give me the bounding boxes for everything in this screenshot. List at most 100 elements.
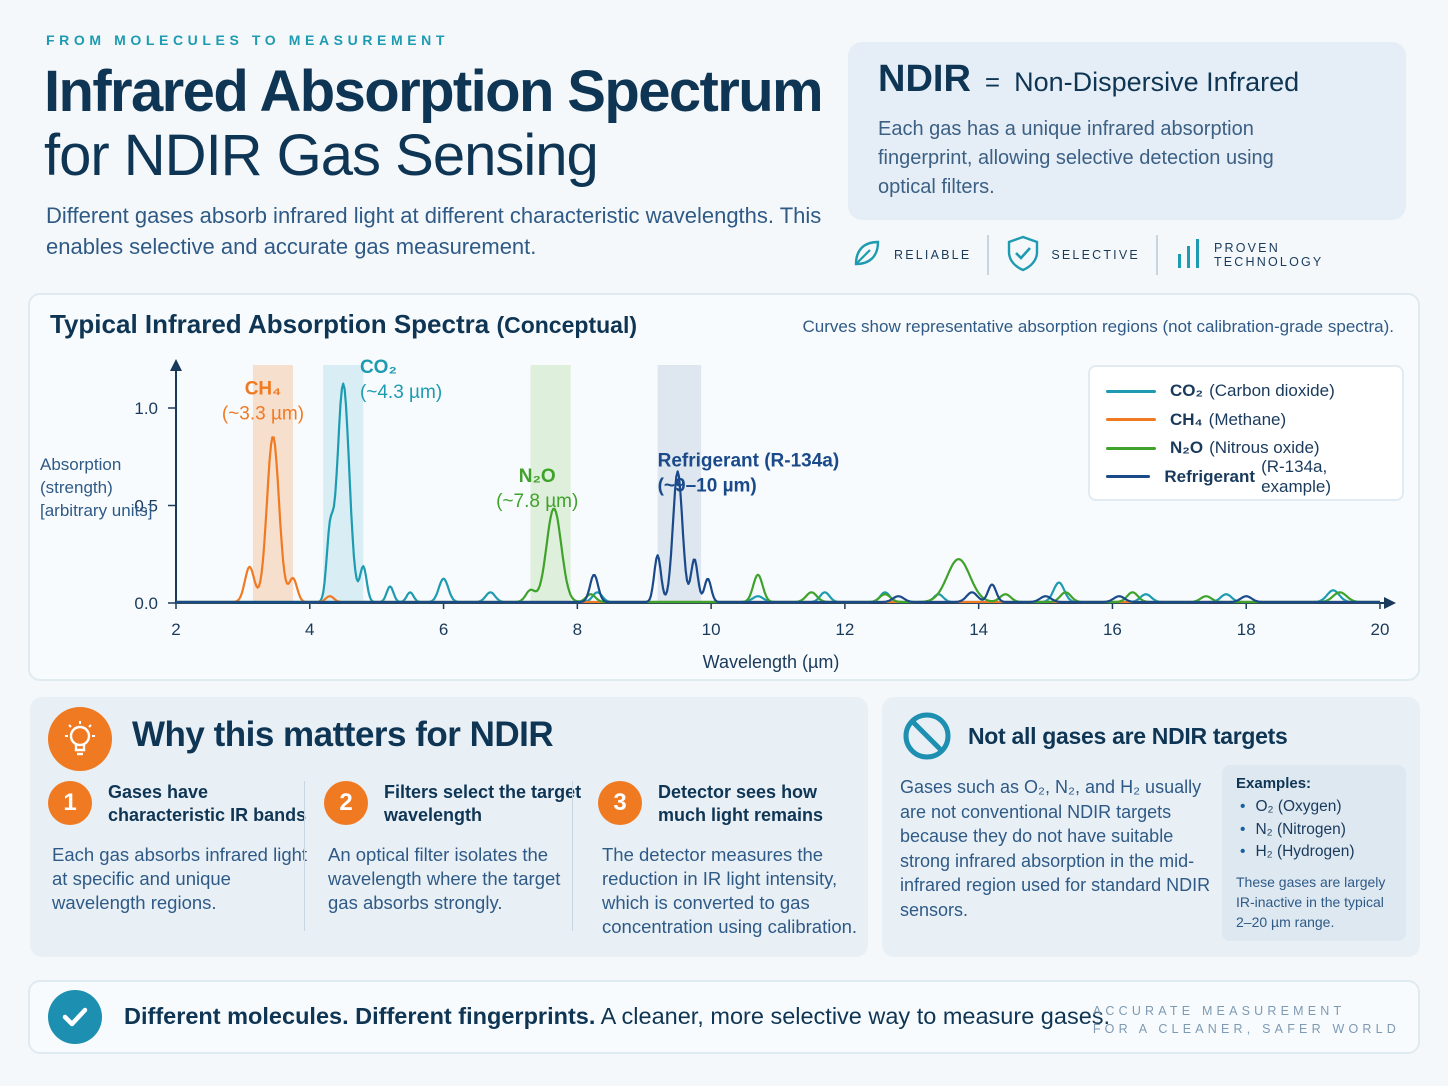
example-text: O₂ (Oxygen) [1255, 798, 1342, 815]
lightbulb-icon [48, 707, 112, 771]
legend-swatch [1106, 418, 1156, 422]
why-title: Why this matters for NDIR [132, 715, 554, 754]
ndir-definition-card: NDIR = Non-Dispersive Infrared Each gas … [848, 42, 1406, 220]
footer-tagline: ACCURATE MEASUREMENT FOR A CLEANER, SAFE… [1093, 1002, 1400, 1038]
legend-formula: CH₄ [1170, 409, 1203, 429]
tagline-line1: ACCURATE MEASUREMENT [1092, 1004, 1346, 1018]
step-number: 3 [598, 781, 642, 825]
examples-title: Examples: [1236, 775, 1312, 792]
legend-swatch [1106, 475, 1151, 479]
x-axis-label: Wavelength (µm) [703, 652, 840, 672]
not-targets-title: Not all gases are NDIR targets [968, 723, 1288, 749]
peak-annotation-range: (~7.8 µm) [496, 491, 578, 512]
checkmark-icon [48, 990, 102, 1044]
legend-name: (Nitrous oxide) [1209, 438, 1320, 458]
spectrum-chart: 2 4 6 8 10 12 14 16 18 20 0.0 0.5 1.0 Wavelength (µm)… [40, 357, 1396, 672]
highlight-band [252, 365, 294, 603]
step-heading: Filters select the target wavelength [384, 782, 582, 825]
page-subtitle: Different gases absorb infrared light at… [46, 203, 822, 259]
step-1: 1 Gases have characteristic IR bands Eac… [48, 781, 310, 933]
chart-legend: CO₂ (Carbon dioxide) CH₄ (Methane) N₂O (… [1088, 365, 1404, 501]
legend-swatch [1106, 446, 1156, 450]
step-number: 2 [324, 781, 368, 825]
legend-formula: Refrigerant [1164, 466, 1256, 486]
y-axis-label: (strength) [40, 478, 113, 497]
step-3: 3 Detector sees how much light remains T… [598, 781, 860, 937]
y-axis-label: [arbitrary units] [40, 501, 152, 520]
step-number: 1 [48, 781, 92, 825]
eyebrow: FROM MOLECULES TO MEASUREMENT [46, 32, 450, 48]
legend-name: (Methane) [1208, 409, 1287, 429]
badge-selective: SELECTIVE [987, 235, 1156, 275]
chart-title-suffix: (Conceptual) [496, 312, 637, 338]
legend-formula: N₂O [1170, 438, 1204, 458]
ndir-full-name: Non-Dispersive Infrared [1014, 67, 1300, 97]
y-tick-label: 0.5 [134, 497, 158, 516]
x-tick-label: 10 [702, 620, 721, 639]
legend-item-co2: CO₂ (Carbon dioxide) [1106, 377, 1386, 406]
ndir-heading: NDIR = Non-Dispersive Infrared [878, 58, 1376, 101]
legend-item-refrigerant: Refrigerant (R-134a, example) [1106, 457, 1386, 496]
x-tick-label: 4 [305, 620, 314, 639]
tagline-line2: FOR A CLEANER, SAFER WORLD [1092, 1022, 1400, 1036]
example-item: • O₂ (Oxygen) [1236, 796, 1392, 819]
peak-annotation: Refrigerant (R-134a) [658, 451, 840, 472]
x-tick-label: 12 [835, 620, 854, 639]
x-tick-label: 16 [1103, 620, 1122, 639]
x-axis-arrow [1384, 597, 1396, 609]
step-heading: Gases have characteristic IR bands [108, 782, 307, 825]
x-tick-label: 2 [171, 620, 180, 639]
peak-annotation: CH₄ [245, 378, 282, 399]
examples-box: Examples: • O₂ (Oxygen) • N₂ (Nitrogen) • H… [1222, 765, 1406, 941]
y-tick-label: 0.0 [134, 594, 158, 613]
peak-annotation: N₂O [519, 466, 556, 487]
step-heading: Detector sees how much light remains [658, 782, 824, 825]
peak-annotation-range: (~3.3 µm) [222, 403, 304, 424]
badge-label: RELIABLE [894, 248, 972, 262]
chart-note: Curves show representative absorption re… [802, 317, 1394, 336]
x-tick-label: 18 [1237, 620, 1256, 639]
x-tick-label: 8 [573, 620, 582, 639]
ndir-equals: = [984, 67, 1001, 97]
step-body: An optical filter isolates the wavelengt… [328, 844, 561, 913]
footer-bold: Different molecules. Different fingerpri… [124, 1003, 596, 1029]
peak-annotation: CO₂ [360, 357, 397, 378]
footer-plain: A cleaner, more selective way to measure… [600, 1003, 1111, 1029]
step-2: 2 Filters select the target wavelength A… [324, 781, 586, 933]
step-body: The detector measures the reduction in I… [602, 844, 858, 937]
bullet-icon: • [1240, 798, 1246, 815]
ndir-abbr: NDIR [878, 58, 971, 100]
badge-reliable: RELIABLE [846, 235, 987, 275]
feature-badges: RELIABLE SELECTIVE PROVEN TECHNOLOGY [846, 232, 1406, 278]
step-divider [304, 781, 305, 931]
legend-swatch [1106, 389, 1156, 393]
chart-panel: 2 4 6 8 10 12 14 16 18 20 0.0 0.5 1.0 Wavelength (µm)… [28, 293, 1420, 681]
chart-title: Typical Infrared Absorption Spectra (Con… [50, 309, 637, 340]
examples-note: These gases are largely IR-inactive in t… [1236, 873, 1386, 930]
example-item: • H₂ (Hydrogen) [1236, 841, 1392, 864]
legend-name: (Carbon dioxide) [1209, 381, 1335, 401]
shield-check-icon [1005, 234, 1041, 277]
why-panel: Why this matters for NDIR 1 Gases have c… [30, 697, 868, 957]
legend-item-n2o: N₂O (Nitrous oxide) [1106, 434, 1386, 463]
legend-item-ch4: CH₄ (Methane) [1106, 406, 1386, 435]
bullet-icon: • [1240, 820, 1246, 838]
not-targets-body: Gases such as O₂, N₂, and H₂ usually are… [900, 777, 1211, 920]
legend-name: (R-134a, example) [1261, 456, 1331, 496]
chart-title-main: Typical Infrared Absorption Spectra [50, 309, 490, 339]
badge-label: PROVEN TECHNOLOGY [1213, 241, 1324, 269]
page-title-line2: for NDIR Gas Sensing [44, 123, 599, 188]
bars-icon [1174, 236, 1204, 275]
example-text: N₂ (Nitrogen) [1255, 820, 1346, 838]
step-divider [572, 781, 573, 931]
y-axis-label: Absorption [40, 455, 121, 474]
y-tick-label: 1.0 [134, 399, 158, 418]
footer-banner: Different molecules. Different fingerpri… [28, 980, 1420, 1054]
peak-annotation-range: (~4.3 µm) [360, 382, 442, 403]
x-tick-label: 20 [1371, 620, 1390, 639]
x-tick-label: 6 [439, 620, 448, 639]
highlight-band [323, 365, 364, 603]
y-axis-arrow [170, 359, 182, 371]
peak-annotation-range: (~9–10 µm) [658, 476, 757, 497]
example-item: • N₂ (Nitrogen) [1236, 819, 1392, 842]
